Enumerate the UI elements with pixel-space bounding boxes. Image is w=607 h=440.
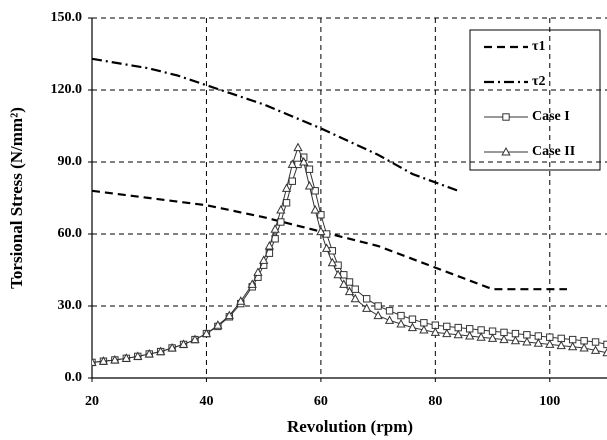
- series-line: [92, 146, 607, 363]
- marker: [408, 315, 417, 323]
- marker: [344, 286, 355, 296]
- x-tick-label: 100: [539, 394, 560, 409]
- marker: [533, 338, 543, 347]
- marker: [476, 332, 486, 341]
- marker: [167, 342, 177, 352]
- legend-label: τ2: [532, 74, 545, 89]
- marker: [430, 327, 440, 336]
- x-tick-label: 60: [314, 394, 328, 409]
- marker: [92, 357, 97, 366]
- y-tick-label: 60.0: [58, 226, 83, 241]
- marker: [299, 156, 309, 166]
- x-tick-label: 40: [199, 394, 213, 409]
- marker: [304, 180, 315, 190]
- marker: [144, 348, 154, 358]
- marker: [339, 279, 349, 288]
- marker: [316, 226, 326, 236]
- marker: [287, 159, 297, 168]
- marker: [213, 320, 223, 329]
- marker: [281, 183, 292, 192]
- marker: [293, 142, 303, 152]
- series-line: [92, 189, 567, 291]
- marker: [453, 329, 463, 339]
- y-tick-label: 150.0: [51, 10, 83, 25]
- marker: [201, 328, 212, 338]
- y-tick-label: 30.0: [58, 298, 83, 313]
- marker: [487, 333, 498, 342]
- plot-area: [92, 57, 607, 367]
- marker: [351, 285, 359, 293]
- marker: [591, 338, 600, 346]
- marker: [310, 204, 320, 214]
- marker: [579, 342, 589, 352]
- marker: [98, 356, 109, 365]
- marker: [602, 347, 607, 357]
- y-tick-label: 120.0: [51, 82, 83, 97]
- marker: [545, 339, 555, 348]
- marker: [465, 330, 475, 340]
- marker: [236, 296, 246, 305]
- marker: [502, 113, 510, 121]
- y-tick-label: 90.0: [58, 154, 83, 169]
- marker: [407, 322, 418, 332]
- marker: [253, 267, 263, 276]
- marker: [499, 334, 509, 344]
- marker: [317, 211, 325, 219]
- marker: [501, 146, 511, 156]
- marker: [384, 315, 395, 324]
- marker: [224, 310, 234, 320]
- marker: [362, 295, 371, 303]
- marker: [568, 341, 578, 351]
- marker: [110, 354, 120, 364]
- x-tick-label: 80: [428, 394, 442, 409]
- marker: [442, 328, 452, 338]
- marker: [178, 339, 189, 348]
- marker: [373, 310, 383, 320]
- x-tick-label: 20: [85, 394, 99, 409]
- marker: [264, 240, 275, 250]
- marker: [333, 269, 343, 279]
- marker: [121, 353, 131, 362]
- series-line: [92, 57, 459, 192]
- legend-label: Case I: [532, 109, 570, 124]
- marker: [419, 324, 429, 334]
- y-tick-label: 0.0: [65, 370, 83, 385]
- marker: [374, 302, 382, 310]
- marker: [156, 346, 166, 356]
- marker: [311, 187, 319, 195]
- marker: [288, 177, 296, 185]
- x-axis-title: Revolution (rpm): [287, 417, 413, 436]
- marker: [277, 218, 285, 226]
- legend-box: [469, 29, 601, 171]
- marker: [385, 307, 394, 315]
- marker: [345, 278, 354, 286]
- marker: [556, 340, 566, 350]
- marker: [327, 257, 337, 267]
- marker: [590, 345, 601, 354]
- marker: [396, 318, 406, 328]
- marker: [350, 293, 360, 303]
- legend-label: τ1: [532, 39, 545, 54]
- marker: [510, 335, 521, 345]
- marker: [397, 311, 405, 320]
- marker: [247, 279, 257, 288]
- marker: [522, 336, 532, 346]
- marker: [276, 204, 286, 214]
- marker: [270, 224, 280, 233]
- marker: [259, 255, 269, 264]
- marker: [133, 351, 143, 360]
- y-axis-title: Torsional Stress (N/mm²): [7, 107, 26, 289]
- legend-label: Case II: [532, 144, 575, 159]
- marker: [190, 334, 200, 344]
- marker: [321, 243, 332, 252]
- marker: [282, 199, 291, 207]
- marker: [362, 303, 372, 312]
- marker: [305, 165, 314, 173]
